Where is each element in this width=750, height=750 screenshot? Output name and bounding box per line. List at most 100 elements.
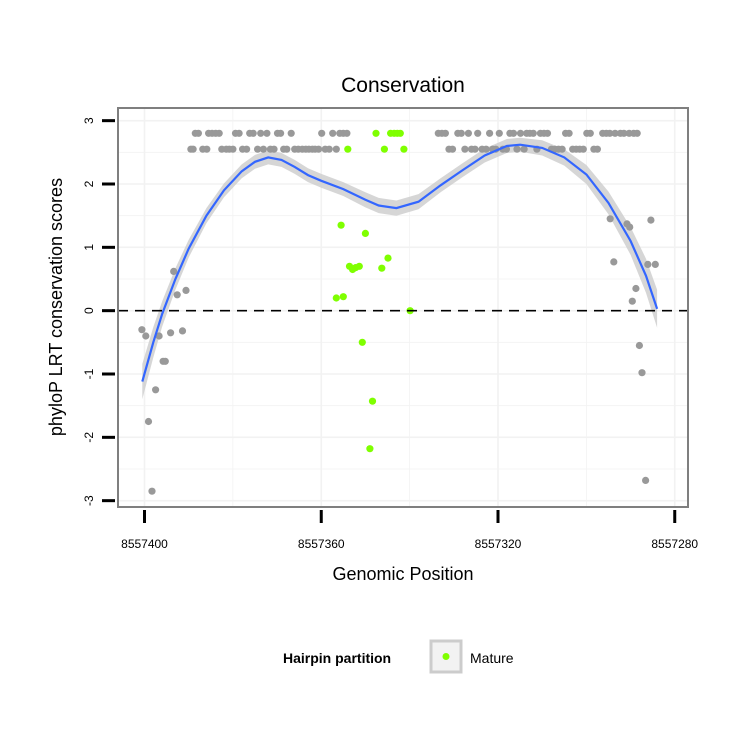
point-mature [384,254,392,262]
point-other [441,129,449,137]
point-other [161,357,169,365]
point-other [203,145,211,153]
point-other [606,215,614,223]
point-other [482,145,490,153]
y-tick-label: -3 [82,495,96,506]
point-other [178,327,187,335]
point-mature [380,145,388,153]
point-other [513,145,521,153]
point-mature [368,397,377,405]
point-other [215,129,223,137]
legend-entry-mature: Mature [470,650,514,666]
point-other [229,145,237,153]
point-other [486,129,494,137]
point-mature [339,293,347,301]
point-other [633,129,641,137]
y-tick-label: -1 [82,368,96,379]
point-other [620,129,628,137]
point-other [565,129,573,137]
legend-key-box [429,639,463,674]
point-other [543,129,552,137]
point-other [471,145,479,153]
point-other [593,145,602,153]
point-other [152,386,160,394]
point-other [332,145,340,153]
point-other [644,260,652,268]
point-other [626,223,634,231]
point-other [182,286,190,294]
point-other [628,297,636,305]
legend: Hairpin partition Mature [283,639,514,674]
x-tick-label: 8557400 [121,537,168,551]
point-other [474,129,482,137]
point-other [243,145,251,153]
point-other [558,145,566,153]
y-tick-label: 3 [82,117,96,124]
point-other [606,129,614,137]
point-mature [358,338,366,346]
y-axis-label: phyloP LRT conservation scores [46,178,66,436]
point-other [155,332,163,340]
point-other [189,145,197,153]
point-other [638,369,646,377]
point-other [144,417,153,426]
point-other [651,260,659,268]
point-other [495,129,503,137]
point-other [318,129,326,137]
point-mature [378,264,386,272]
point-mature [332,294,340,302]
point-other [173,291,181,299]
point-other [461,145,469,153]
smooth-curve-layer [141,143,659,382]
point-other [194,129,202,137]
point-other [343,129,351,137]
point-other [632,284,640,293]
point-other [520,145,528,153]
point-other [448,145,457,153]
point-other [287,129,295,137]
point-other [325,145,333,153]
point-other [586,129,594,137]
point-other [270,145,278,153]
y-tick-label: 0 [82,307,96,314]
point-other [315,145,323,153]
x-tick-label: 8557320 [475,537,522,551]
point-other [610,258,618,266]
point-mature [355,262,363,270]
points-layer [138,129,659,495]
y-tick-label: -2 [82,432,96,443]
point-other [170,267,178,275]
confidence-ribbon [142,137,658,400]
point-other [254,145,262,153]
point-other [579,145,587,153]
point-other [235,129,243,137]
point-other [167,329,175,337]
point-other [329,129,337,137]
grid-lines [118,108,688,507]
point-other [509,129,518,137]
point-mature [344,145,352,153]
point-mature [396,129,404,137]
point-other [611,129,619,137]
point-other [277,129,285,137]
point-other [457,129,465,137]
point-other [263,129,271,137]
point-other [259,145,267,153]
point-other [635,341,644,350]
x-axis: 8557400 8557360 8557320 8557280 [121,510,698,551]
point-other [642,476,650,484]
y-axis: -3 -2 -1 0 1 2 3 [82,117,115,506]
point-mature [361,229,369,237]
point-other [464,129,472,137]
x-tick-label: 8557280 [651,537,698,551]
point-other [283,145,291,153]
point-mature [372,129,380,137]
point-mature [337,221,345,229]
point-other [529,129,537,137]
panel-border [117,107,689,508]
point-other [142,332,150,340]
chart-title: Conservation [341,74,465,97]
x-axis-label: Genomic Position [332,564,473,584]
point-other [138,326,146,334]
